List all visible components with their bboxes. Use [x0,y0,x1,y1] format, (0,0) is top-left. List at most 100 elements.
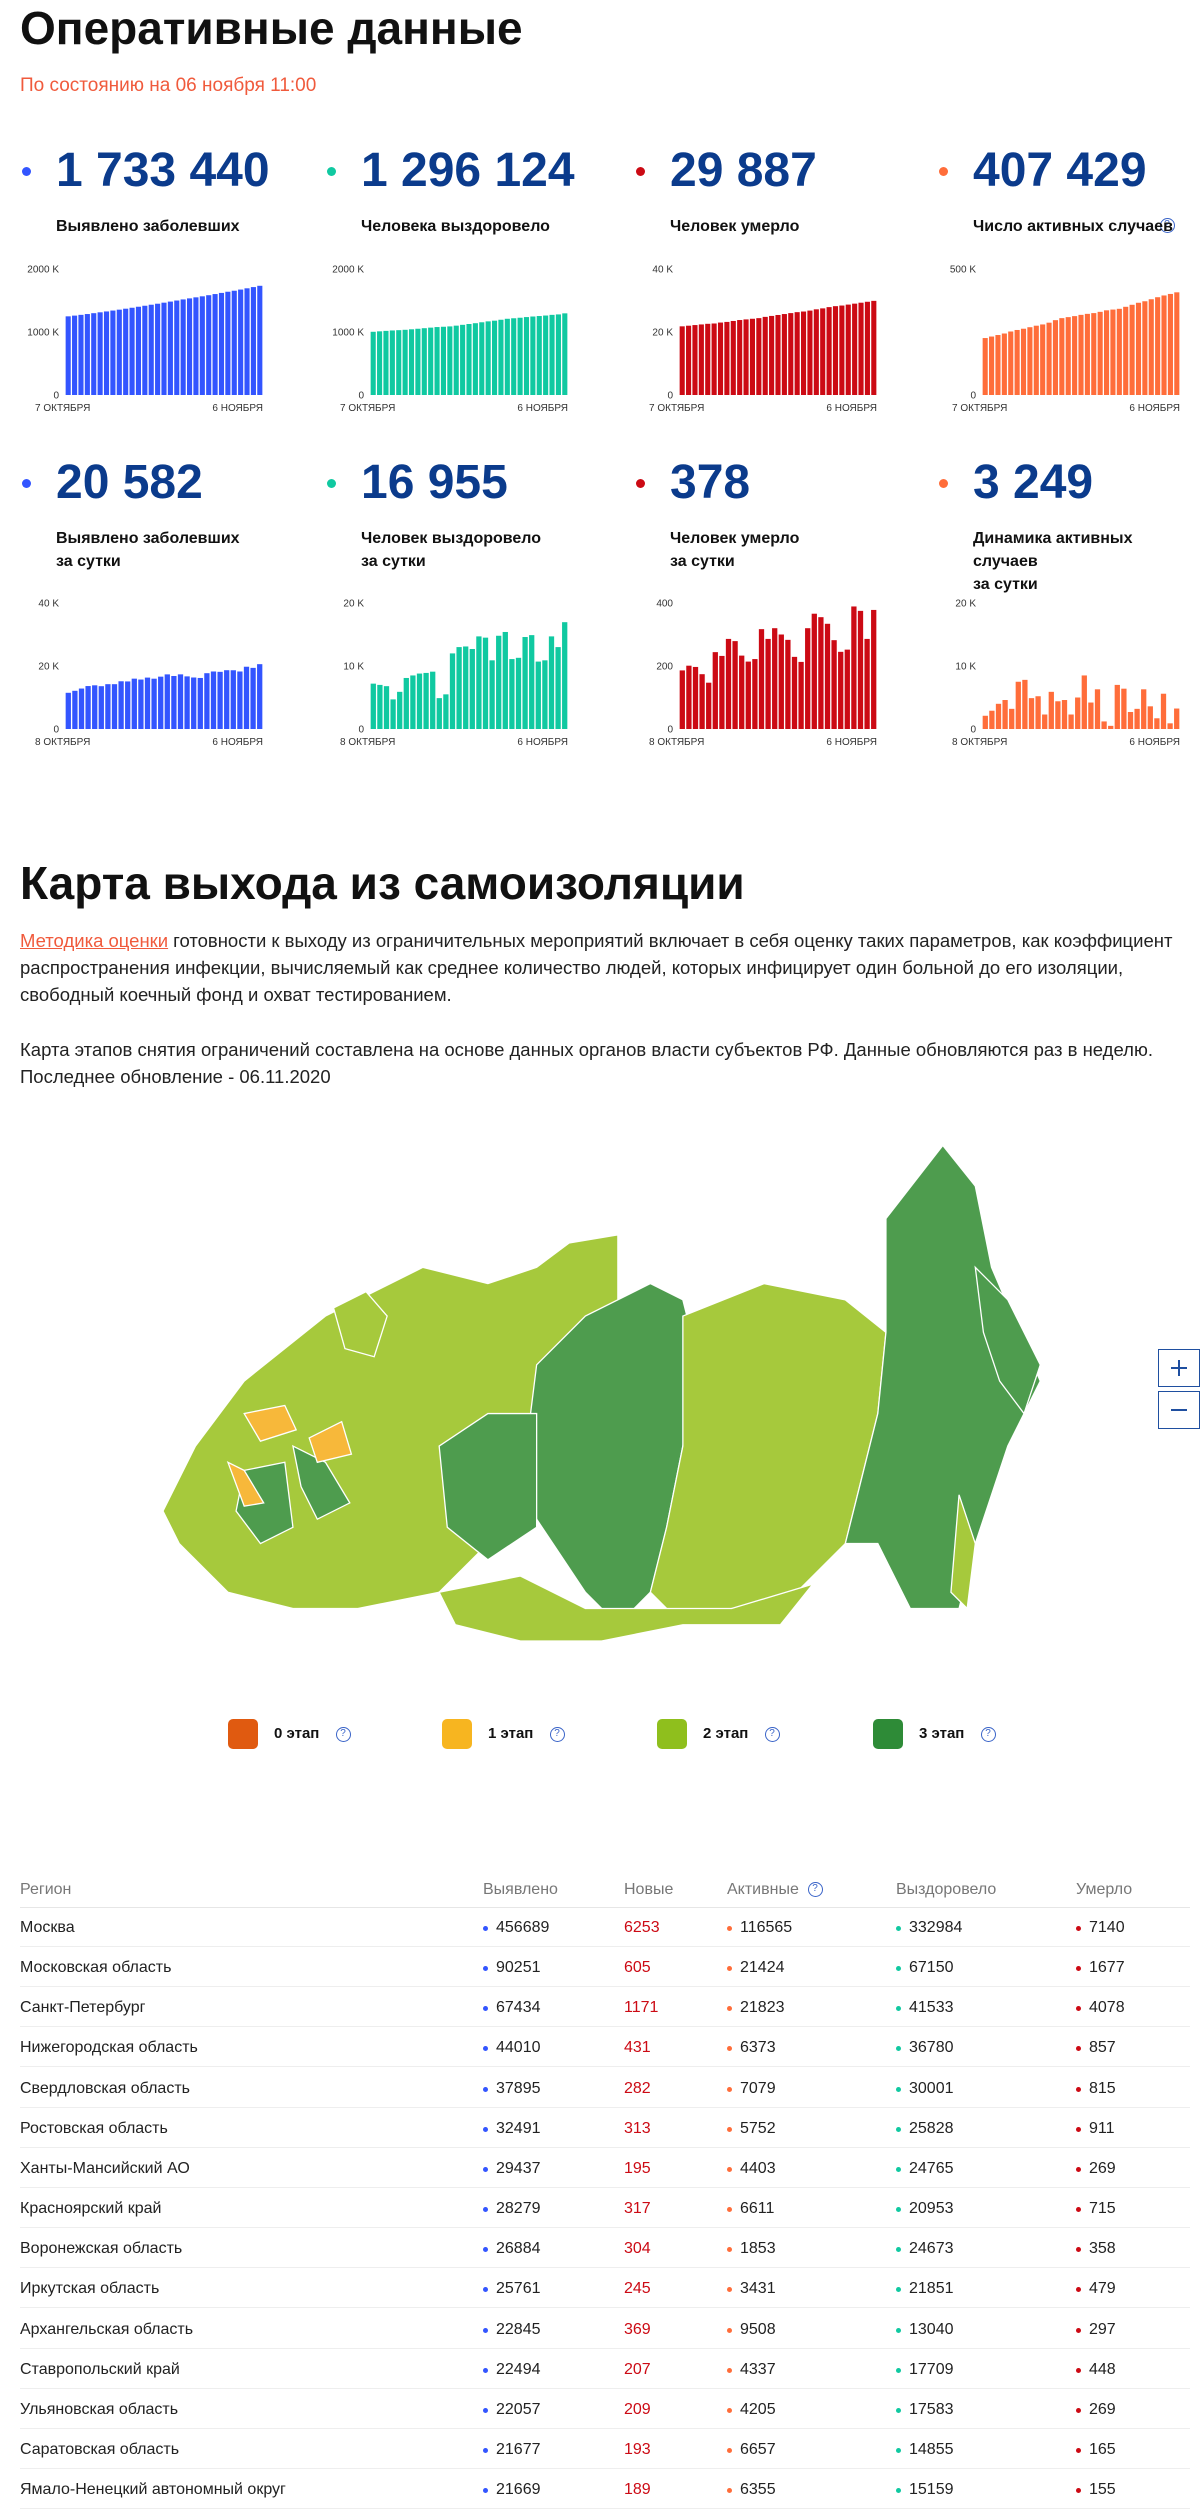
bar [103,311,110,395]
table-rule [20,1946,1190,1947]
map-region[interactable] [226,1460,265,1507]
y-tick-label: 10 K [343,662,364,673]
y-tick-label: 0 [667,391,673,402]
stat-value: 378 [670,456,751,509]
help-icon[interactable] [765,1727,780,1742]
bar [530,316,536,395]
table-cell: 1677 [1089,1959,1125,1977]
map-region[interactable] [974,1265,1041,1415]
bar [679,326,685,395]
cell-dot [483,2166,488,2172]
bar [705,323,711,395]
stat-label: Выявлено заболевших [56,218,240,235]
bar [791,656,798,729]
method-link[interactable]: Методика оценки [20,930,169,951]
map-region[interactable] [649,1282,887,1626]
bar [389,330,395,395]
cell-dot [1076,2006,1081,2012]
mini-chart: 0 10 K 20 K 8 ОКТЯБРЯ 6 НОЯБРЯ [952,599,1180,749]
cell-dot [1076,2126,1081,2132]
plus-icon [1171,1360,1187,1376]
russia-map [162,1144,1041,1642]
stat-label: Человека выздоровело [361,218,550,235]
cell-dot [1076,1966,1081,1972]
table-cell: 6657 [740,2441,776,2459]
help-icon[interactable] [336,1727,351,1742]
bar [204,673,210,729]
table-cell: 24673 [909,2240,954,2258]
bar [257,664,263,729]
table-cell: 20953 [909,2200,954,2218]
table-cell: 448 [1089,2360,1116,2378]
map-region[interactable] [332,1290,388,1358]
table-cell: 13040 [909,2320,954,2338]
bar [1174,708,1180,729]
bar [1022,679,1028,729]
mini-chart: 0 20 K 40 K 8 ОКТЯБРЯ 6 НОЯБРЯ [35,599,263,749]
map-region[interactable] [950,1494,976,1610]
table-cell: 857 [1089,2039,1116,2057]
bar [739,655,745,729]
bar [1174,292,1180,395]
bar [78,314,84,395]
bar [724,321,730,395]
bar [1116,308,1122,395]
legend-label: 2 этап [703,1725,749,1742]
table-cell: 22057 [496,2400,541,2418]
mini-chart: 0 500 K 7 ОКТЯБРЯ 6 НОЯБРЯ [950,265,1180,415]
zoom-out-button[interactable] [1158,1391,1200,1429]
cell-dot [1076,2086,1081,2092]
bar [1035,696,1041,729]
bar [1114,684,1120,729]
bar [390,699,396,729]
map-region[interactable] [308,1420,353,1464]
help-icon[interactable] [550,1727,565,1742]
table-rule [20,2307,1190,2309]
y-tick-label: 0 [970,725,976,736]
map-region[interactable] [438,1412,538,1561]
table-cell: 207 [624,2360,651,2378]
help-icon[interactable] [981,1727,996,1742]
y-tick-label: 400 [656,599,673,610]
bar [1059,318,1065,395]
cell-dot [1076,2407,1081,2413]
cell-dot [1076,2367,1081,2373]
table-header: Новые [624,1881,674,1898]
bar [92,685,98,729]
bar [1147,706,1153,729]
bar [65,692,71,729]
zoom-in-button[interactable] [1158,1349,1200,1387]
mini-chart: 0 200 400 8 ОКТЯБРЯ 6 НОЯБРЯ [649,599,877,749]
bar [1014,329,1020,395]
table-cell: 21823 [740,1999,785,2017]
legend-label: 0 этап [274,1725,320,1742]
map-region[interactable] [243,1404,298,1442]
x-tick-label: 8 ОКТЯБРЯ [952,737,1007,748]
bar [989,336,995,395]
bar [813,309,819,395]
bar [1110,309,1116,395]
bar [199,296,205,395]
help-icon[interactable] [1160,218,1175,233]
bar [485,321,491,395]
bar [449,653,456,729]
map-region[interactable] [438,1575,815,1642]
table-cell: Воронежская область [20,2240,183,2258]
bar [434,327,440,395]
table-cell: 479 [1089,2280,1116,2298]
cell-dot [896,1966,901,1972]
table-rule [20,1907,1190,1908]
cell-dot [896,2448,901,2454]
bar [206,295,212,395]
bar [831,640,837,729]
help-icon[interactable] [808,1882,823,1897]
table-rule [20,2468,1190,2470]
bar [65,316,71,395]
bar [706,682,712,729]
bar [871,300,877,395]
table-cell: 209 [624,2400,651,2418]
legend-swatch [657,1719,687,1749]
bar [1081,675,1087,729]
cell-dot [1076,2046,1081,2052]
